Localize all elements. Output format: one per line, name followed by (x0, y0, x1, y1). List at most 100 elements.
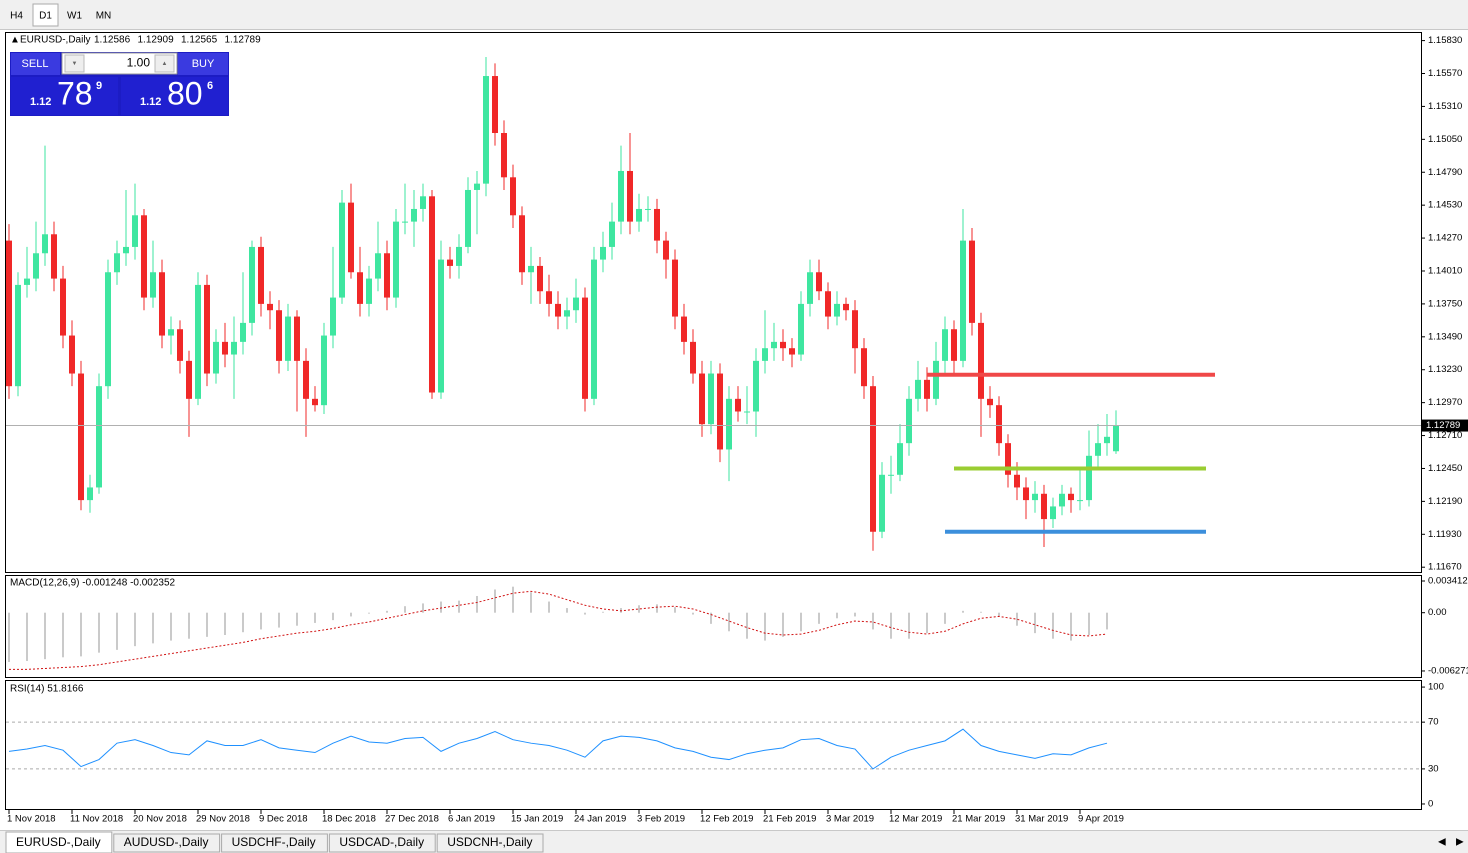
ask-pips: 80 (167, 75, 203, 111)
candle-body (915, 379, 921, 399)
candle-body (501, 133, 507, 178)
candle-body (222, 341, 228, 355)
tab[interactable] (113, 833, 221, 853)
timeframe-button[interactable]: W1 (67, 11, 82, 22)
lots-spinner[interactable] (61, 52, 178, 75)
candle-body (150, 272, 156, 298)
candle-body (627, 170, 633, 222)
candle-body (798, 303, 804, 355)
candle-body (573, 297, 579, 311)
tab-active[interactable] (5, 831, 113, 853)
ohlc-value: 1.12789 (225, 35, 262, 46)
y-tick-label: 1.15310 (1428, 101, 1462, 112)
lots-down-arrow: ▼ (72, 61, 78, 67)
candle-body (474, 183, 480, 190)
candle-body (123, 246, 129, 254)
y-tick-label: 1.14530 (1428, 200, 1462, 211)
candle-body (978, 322, 984, 399)
candle-body (105, 272, 111, 387)
timeframe-button[interactable]: MN (96, 11, 112, 22)
x-tick-label: 1 Nov 2018 (7, 814, 56, 825)
x-tick-label: 3 Mar 2019 (826, 814, 874, 825)
rsi-y-tick-label: 70 (1428, 717, 1439, 728)
timeframe-button[interactable]: H4 (10, 11, 23, 22)
candle-body (933, 360, 939, 399)
candle-body (1113, 425, 1119, 452)
y-tick-label: 1.15570 (1428, 68, 1462, 79)
ohlc-value: 1.12909 (138, 35, 175, 46)
candle-body (816, 272, 822, 292)
candle-body (753, 360, 759, 412)
candle-body (663, 240, 669, 260)
x-tick-label: 21 Mar 2019 (952, 814, 1005, 825)
buy-label: BUY (192, 58, 215, 70)
main-panel (5, 32, 1422, 573)
y-tick-label: 1.13490 (1428, 331, 1462, 342)
candle-body (771, 341, 777, 349)
rsi-line (8, 728, 1108, 770)
scroll-right[interactable]: ▶ (1456, 837, 1464, 848)
candle-body (321, 335, 327, 406)
candle-body (1050, 506, 1056, 520)
candle-body (537, 265, 543, 292)
candle-body (600, 246, 606, 260)
y-tick-label: 1.11670 (1428, 562, 1462, 573)
candle-body (609, 221, 615, 247)
x-tick-label: 6 Jan 2019 (448, 814, 495, 825)
candle-body (96, 386, 102, 488)
candle-body (744, 411, 750, 413)
candle-body (87, 487, 93, 501)
ask-fraction: 6 (207, 80, 213, 92)
ask-box[interactable] (121, 77, 228, 115)
candle-body (159, 272, 165, 336)
tab-label: EURUSD-,Daily (16, 835, 101, 849)
candle-body (348, 202, 354, 273)
candle-body (1059, 493, 1065, 507)
y-tick-label: 1.12710 (1428, 430, 1462, 441)
x-tick-label: 31 Mar 2019 (1015, 814, 1068, 825)
macd-panel (5, 575, 1422, 678)
y-tick-label: 1.14010 (1428, 266, 1462, 277)
tab-label: AUDUSD-,Daily (124, 835, 209, 849)
tab[interactable] (221, 833, 328, 853)
timeframe-button[interactable]: D1 (39, 11, 52, 22)
sell-label: SELL (22, 58, 49, 70)
candle-body (654, 208, 660, 241)
x-tick-label: 11 Nov 2018 (70, 814, 123, 825)
x-tick-label: 9 Dec 2018 (259, 814, 308, 825)
rsi-panel (5, 680, 1422, 810)
candle-body (645, 208, 651, 210)
candle-body (672, 259, 678, 317)
y-tick-label: 1.12450 (1428, 463, 1462, 474)
candle-body (555, 303, 561, 317)
lots-up[interactable] (154, 54, 175, 73)
scroll-left[interactable]: ◀ (1438, 837, 1446, 848)
candle-body (951, 329, 957, 361)
x-tick-label: 12 Mar 2019 (889, 814, 942, 825)
candle-body (618, 170, 624, 222)
candle-body (852, 310, 858, 349)
toolbar (0, 0, 1468, 30)
x-tick-label: 9 Apr 2019 (1078, 814, 1124, 825)
lots-down[interactable] (64, 54, 85, 73)
tab[interactable] (436, 833, 544, 853)
rsi-y-tick-label: 30 (1428, 763, 1439, 774)
candle-body (969, 240, 975, 323)
tab-label: USDCHF-,Daily (232, 835, 316, 849)
bid-box[interactable] (11, 77, 118, 115)
candle-body (807, 272, 813, 304)
candle-body (789, 348, 795, 355)
symbol-marker: ▲ (10, 35, 20, 46)
rsi-y-tick-label: 0 (1428, 798, 1433, 809)
buy-button[interactable] (178, 53, 228, 75)
sell-button[interactable] (11, 53, 60, 75)
bid-fraction: 9 (96, 80, 102, 92)
candle-body (780, 341, 786, 349)
x-tick-label: 18 Dec 2018 (322, 814, 376, 825)
ohlc-value: 1.12586 (94, 35, 131, 46)
candle-body (519, 215, 525, 273)
bid-pips: 78 (57, 75, 93, 111)
y-tick-label: 1.14790 (1428, 167, 1462, 178)
candle-body (681, 316, 687, 342)
tab[interactable] (328, 833, 436, 853)
